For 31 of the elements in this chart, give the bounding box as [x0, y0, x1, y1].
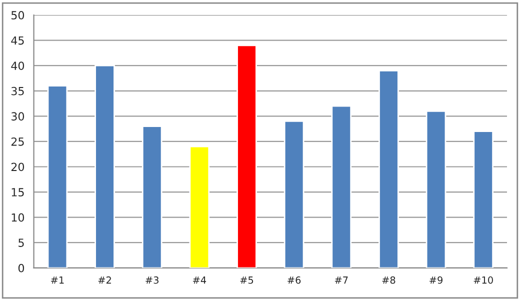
bar: [189, 146, 210, 268]
y-tick-label: 40: [11, 62, 24, 70]
bar: [331, 105, 352, 268]
bar: [142, 126, 162, 268]
x-tick-label: #9: [430, 276, 442, 284]
y-tick-label: 25: [11, 137, 24, 146]
x-tick-label: #8: [382, 276, 396, 284]
x-tick-label: #2: [98, 276, 111, 284]
bar: [473, 130, 494, 268]
y-tick-label: 0: [18, 264, 24, 272]
x-tick-label: #1: [51, 276, 64, 284]
bar: [284, 120, 304, 268]
bar: [236, 44, 257, 268]
x-tick-label: #3: [146, 276, 158, 284]
x-tick-label: #5: [240, 276, 254, 284]
x-tick-label: #7: [334, 276, 348, 284]
x-tick-label: #4: [193, 276, 206, 284]
y-tick-label: 35: [11, 86, 24, 96]
y-tick-label: 20: [11, 162, 24, 172]
bar: [94, 64, 115, 268]
x-tick-label: #10: [474, 276, 493, 284]
y-tick-label: 45: [11, 36, 24, 45]
y-tick-label: 5: [18, 238, 24, 247]
x-tick-label: #6: [288, 276, 301, 284]
y-tick-label: 15: [12, 188, 24, 196]
y-tick-label: 30: [11, 112, 24, 121]
y-tick-label: 50: [11, 11, 24, 20]
bar: [378, 70, 399, 268]
bar: [426, 110, 446, 268]
y-tick-label: 10: [12, 213, 24, 222]
bar: [47, 85, 68, 268]
